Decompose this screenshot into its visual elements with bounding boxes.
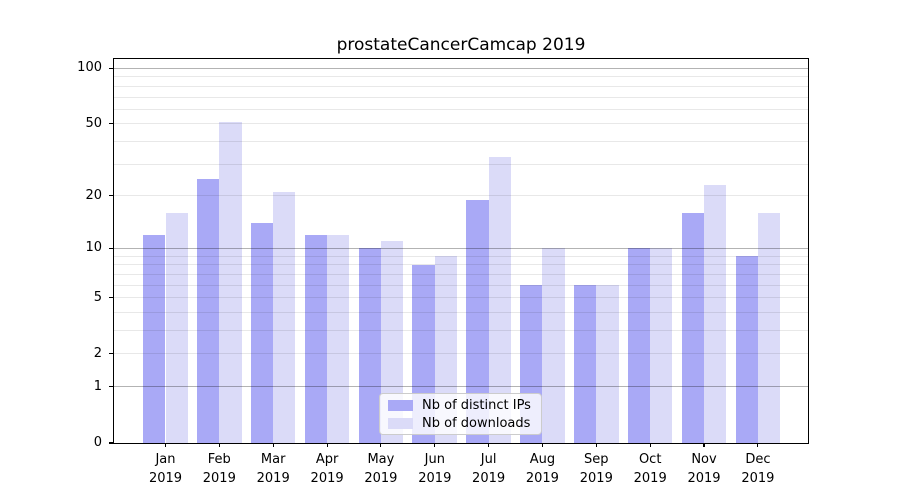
y-tick-1 xyxy=(109,386,113,388)
bar-distinct-ips-mar xyxy=(250,223,274,443)
gridline-6 xyxy=(114,284,808,286)
bar-downloads-may xyxy=(380,241,404,443)
x-tick-label-jan: Jan 2019 xyxy=(148,452,183,486)
bar-downloads-mar xyxy=(273,192,296,443)
gridline-40 xyxy=(114,141,808,143)
gridline-90 xyxy=(114,76,808,78)
legend-item-downloads: Nb of downloads xyxy=(380,416,541,431)
x-tick-label-sep: Sep 2019 xyxy=(579,452,613,486)
legend-label-downloads: Nb of downloads xyxy=(422,415,531,431)
bar-distinct-ips-apr xyxy=(304,234,328,443)
y-tick-label-100: 100 xyxy=(77,60,102,76)
bar-downloads-sep xyxy=(596,285,619,443)
y-tick-label-50: 50 xyxy=(85,115,102,131)
x-tick-label-jun: Jun 2019 xyxy=(418,452,452,486)
legend-swatch-distinct-ips xyxy=(388,399,413,411)
bar-distinct-ips-feb xyxy=(197,178,220,443)
bar-downloads-nov xyxy=(704,185,727,443)
x-tick-label-feb: Feb 2019 xyxy=(202,452,236,486)
x-tick-label-dec: Dec 2019 xyxy=(741,452,775,486)
gridline-80 xyxy=(114,85,808,87)
gridline-10 xyxy=(114,247,808,249)
gridline-3 xyxy=(114,330,808,331)
legend-swatch-downloads xyxy=(388,417,413,429)
bar-downloads-jul xyxy=(488,156,511,443)
gridline-1 xyxy=(114,386,808,388)
bar-distinct-ips-sep xyxy=(574,285,597,443)
gridline-70 xyxy=(114,96,808,98)
y-tick-20 xyxy=(109,195,113,197)
x-tick-label-oct: Oct 2019 xyxy=(633,452,667,486)
plot-area: 0 1 2 5 10 20 50 100 Jan 2019 Feb 2019 Mar 2019 Apr 201… xyxy=(77,58,809,486)
x-tick-may xyxy=(380,443,382,447)
x-tick-label-apr: Apr 2019 xyxy=(310,452,344,486)
x-tick-feb xyxy=(218,443,220,447)
gridline-5 xyxy=(114,297,808,299)
bar-distinct-ips-jul xyxy=(466,199,489,443)
gridline-7 xyxy=(114,273,808,275)
x-tick-jul xyxy=(488,443,490,447)
legend-item-distinct-ips: Nb of distinct IPs xyxy=(380,398,541,413)
x-tick-label-mar: Mar 2019 xyxy=(256,452,290,486)
x-tick-mar xyxy=(272,443,274,447)
y-tick-label-5: 5 xyxy=(93,289,102,305)
y-tick-0 xyxy=(109,442,113,444)
y-tick-2 xyxy=(109,353,113,355)
gridline-50 xyxy=(114,123,808,125)
bar-distinct-ips-may xyxy=(358,248,381,443)
gridline-100 xyxy=(114,67,808,69)
bar-downloads-oct xyxy=(650,248,673,443)
y-tick-label-0: 0 xyxy=(93,435,102,450)
x-tick-apr xyxy=(326,443,328,447)
gridline-60 xyxy=(114,108,808,110)
gridline-4 xyxy=(114,311,808,313)
y-tick-5 xyxy=(109,297,113,299)
bar-distinct-ips-jan xyxy=(143,234,166,443)
bar-downloads-apr xyxy=(327,234,350,443)
y-tick-label-2: 2 xyxy=(93,345,102,361)
gridline-20 xyxy=(114,195,808,197)
bar-downloads-jan xyxy=(165,213,188,443)
y-tick-100 xyxy=(109,67,113,69)
x-tick-dec xyxy=(757,443,759,447)
y-tick-label-20: 20 xyxy=(85,187,102,203)
bar-downloads-dec xyxy=(757,213,781,443)
x-tick-jan xyxy=(164,443,167,447)
x-tick-label-may: May 2019 xyxy=(364,452,398,486)
legend: Nb of distinct IPs Nb of downloads xyxy=(379,393,542,435)
gridline-30 xyxy=(114,163,808,165)
x-tick-nov xyxy=(703,443,705,447)
bar-downloads-aug xyxy=(542,248,565,443)
x-tick-jun xyxy=(434,443,436,447)
y-tick-10 xyxy=(109,247,113,249)
bar-distinct-ips-dec xyxy=(735,256,758,443)
y-tick-label-10: 10 xyxy=(85,240,102,256)
gridline-9 xyxy=(114,255,808,257)
chart-title: prostateCancerCamcap 2019 xyxy=(336,35,586,55)
x-tick-label-nov: Nov 2019 xyxy=(687,452,721,486)
bar-distinct-ips-oct xyxy=(627,248,651,443)
x-tick-label-jul: Jul 2019 xyxy=(472,452,506,486)
legend-label-distinct-ips: Nb of distinct IPs xyxy=(422,397,531,413)
gridline-8 xyxy=(114,264,808,266)
bar-distinct-ips-nov xyxy=(681,213,704,443)
gridline-2 xyxy=(114,353,808,355)
y-tick-50 xyxy=(109,123,113,125)
y-tick-label-1: 1 xyxy=(93,378,102,394)
x-tick-oct xyxy=(649,443,651,447)
x-tick-aug xyxy=(541,443,543,447)
x-tick-label-aug: Aug 2019 xyxy=(525,452,559,486)
x-tick-sep xyxy=(595,443,597,447)
bar-downloads-feb xyxy=(219,122,242,443)
